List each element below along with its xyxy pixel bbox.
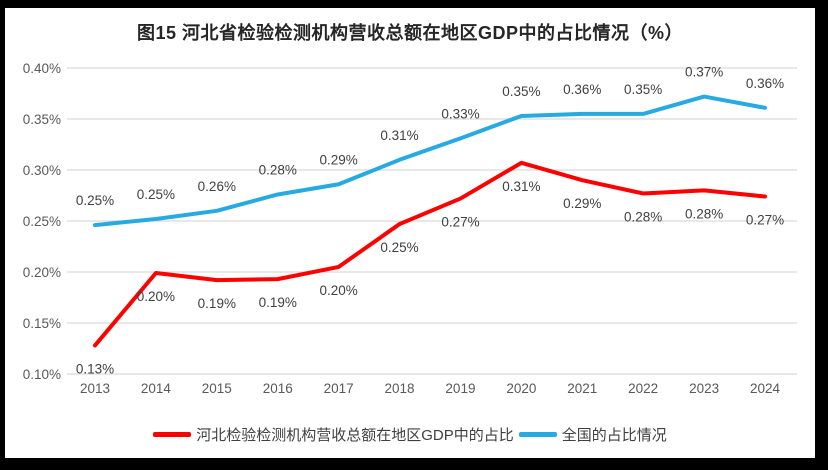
data-label: 0.35%	[502, 84, 540, 99]
data-label: 0.20%	[137, 289, 175, 304]
data-label: 0.31%	[502, 179, 540, 194]
chart-title: 图15 河北省检验检测机构营收总额在地区GDP中的占比情况（%）	[136, 23, 684, 43]
data-label: 0.25%	[137, 187, 175, 202]
chart-panel: 图15 河北省检验检测机构营收总额在地区GDP中的占比情况（%） 0.40% 0.…	[5, 8, 815, 458]
x-tick-label: 2022	[628, 381, 658, 396]
x-tick-label: 2016	[263, 381, 293, 396]
x-tick-label: 2024	[750, 381, 781, 396]
x-tick-label: 2013	[80, 381, 110, 396]
series-line-national	[93, 94, 767, 228]
data-label: 0.25%	[380, 240, 418, 255]
legend-line-national-icon	[518, 432, 557, 437]
y-tick-label: 0.20%	[23, 265, 61, 280]
legend-label-national: 全国的占比情况	[561, 427, 667, 444]
data-label: 0.20%	[319, 283, 357, 298]
y-tick-label: 0.30%	[23, 163, 61, 178]
data-label: 0.19%	[259, 295, 297, 310]
x-tick-label: 2018	[385, 381, 415, 396]
data-label: 0.29%	[563, 196, 601, 211]
data-label: 0.36%	[746, 76, 784, 91]
data-label: 0.26%	[198, 179, 236, 194]
data-label: 0.27%	[746, 213, 784, 228]
data-label: 0.37%	[685, 65, 723, 80]
data-label: 0.25%	[76, 193, 114, 208]
x-tick-label: 2020	[506, 381, 536, 396]
data-label: 0.33%	[441, 106, 479, 121]
series-line-hebei	[93, 160, 767, 348]
y-tick-label: 0.35%	[23, 112, 61, 127]
data-label: 0.29%	[319, 152, 357, 167]
data-label: 0.19%	[198, 296, 236, 311]
x-tick-label: 2021	[567, 381, 597, 396]
legend-line-hebei-icon	[153, 432, 192, 437]
x-tick-label: 2015	[202, 381, 232, 396]
data-label: 0.27%	[441, 215, 479, 230]
legend-item-national: 全国的占比情况	[518, 424, 667, 445]
data-label: 0.13%	[76, 361, 114, 376]
y-tick-label: 0.15%	[23, 316, 61, 331]
data-label: 0.31%	[380, 128, 418, 143]
y-tick-label: 0.40%	[23, 61, 61, 76]
data-label: 0.35%	[624, 82, 662, 97]
x-tick-label: 2017	[324, 381, 354, 396]
x-tick-label: 2019	[445, 381, 475, 396]
data-label: 0.28%	[624, 209, 662, 224]
chart-legend: 河北检验检测机构营收总额在地区GDP中的占比 全国的占比情况	[5, 424, 815, 445]
legend-label-hebei: 河北检验检测机构营收总额在地区GDP中的占比	[196, 427, 514, 444]
data-label: 0.28%	[259, 162, 297, 177]
data-label: 0.36%	[563, 82, 601, 97]
x-tick-label: 2014	[141, 381, 172, 396]
y-tick-label: 0.25%	[23, 214, 61, 229]
line-chart: 0.40% 0.35% 0.30% 0.25% 0.20% 0.15% 0.10% 2013 2…	[23, 61, 797, 396]
legend-item-hebei: 河北检验检测机构营收总额在地区GDP中的占比	[153, 424, 514, 445]
x-tick-label: 2023	[689, 381, 719, 396]
y-tick-label: 0.10%	[23, 367, 61, 382]
data-label: 0.28%	[685, 206, 723, 221]
